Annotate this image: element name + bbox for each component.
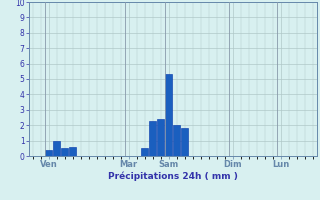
Bar xyxy=(165,74,172,156)
Bar xyxy=(157,119,164,156)
X-axis label: Précipitations 24h ( mm ): Précipitations 24h ( mm ) xyxy=(108,172,238,181)
Bar xyxy=(53,141,60,156)
Bar xyxy=(149,121,156,156)
Bar xyxy=(45,150,52,156)
Bar xyxy=(141,148,148,156)
Bar xyxy=(69,147,76,156)
Bar xyxy=(61,148,68,156)
Bar xyxy=(181,128,188,156)
Bar xyxy=(173,125,180,156)
